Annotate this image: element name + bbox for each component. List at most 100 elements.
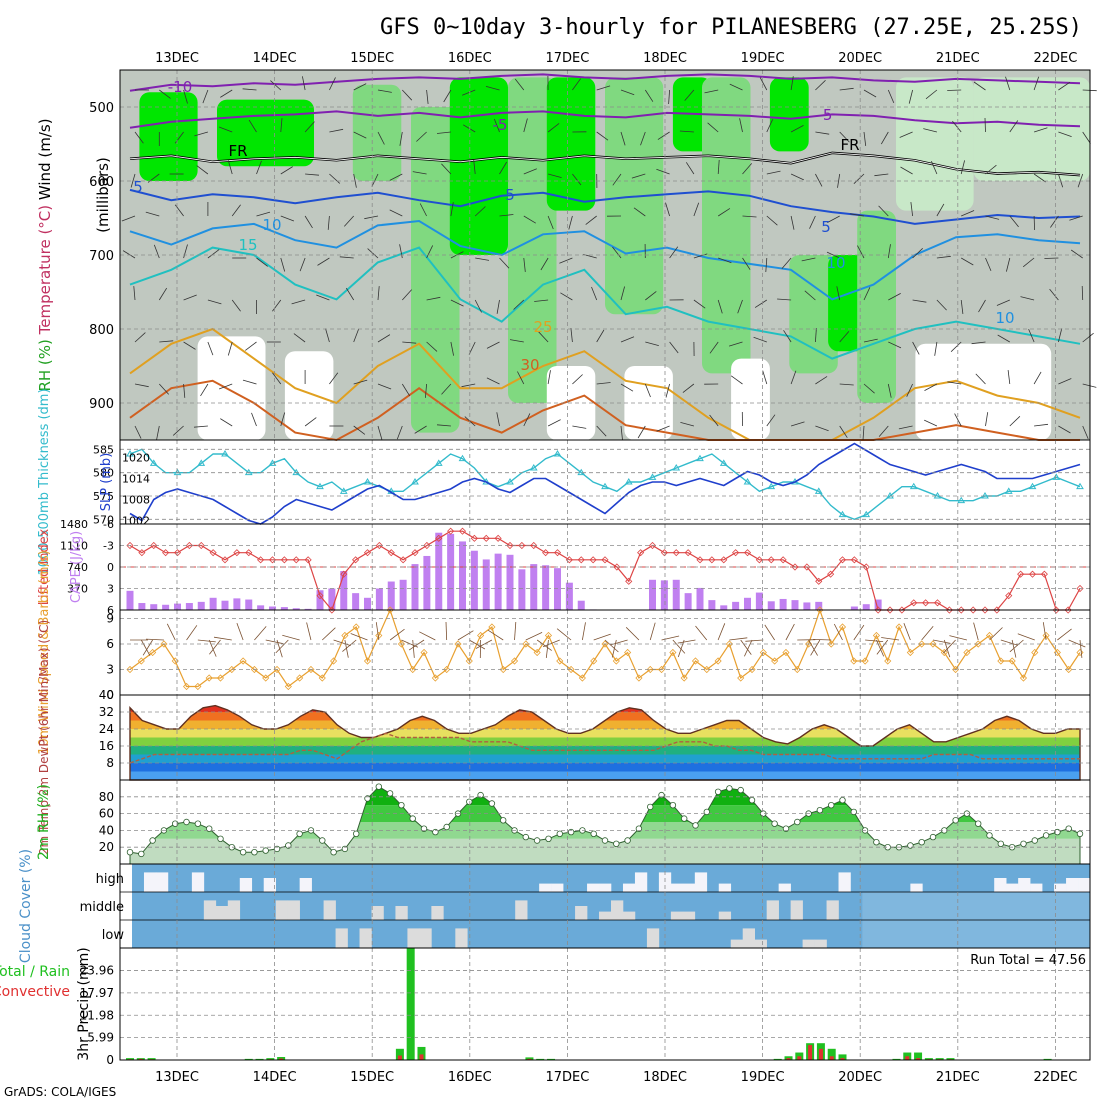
cape-bar — [696, 587, 704, 610]
wind-barb — [426, 245, 434, 259]
date-label-bottom: 20DEC — [838, 1070, 882, 1085]
wind-barb — [402, 89, 413, 101]
contour-label: -10 — [168, 78, 193, 96]
wind10-marker — [657, 665, 666, 674]
wind-barb — [717, 299, 723, 314]
cloud-cell — [263, 878, 276, 892]
wind10-marker — [137, 657, 145, 665]
wind-barb — [850, 213, 865, 217]
wind10-barb — [661, 635, 680, 641]
wind-barb — [874, 173, 889, 177]
lifted-marker — [672, 549, 680, 557]
wind-barb — [801, 257, 816, 262]
wind10-marker — [952, 665, 960, 674]
rh-marker — [262, 847, 269, 854]
thickness-marker — [933, 492, 942, 499]
lifted-marker — [743, 549, 752, 557]
wind10-barb — [876, 639, 885, 657]
wind-barb — [486, 377, 500, 385]
wind10-barb — [625, 627, 640, 641]
wind10-barb — [581, 622, 586, 641]
wind-barb — [547, 123, 560, 133]
wind-barb — [790, 125, 804, 133]
thickness-marker — [601, 482, 609, 490]
wind10-barb — [943, 639, 951, 658]
cape-bar — [732, 601, 740, 610]
wind-barb — [270, 80, 282, 91]
temperature-contour — [129, 327, 1081, 441]
cape-bar — [399, 579, 407, 610]
run-total-annotation: Run Total = 47.56 — [970, 953, 1086, 968]
cloud-cell — [1018, 878, 1031, 892]
thickness-marker — [957, 496, 966, 504]
contour-label: 10 — [995, 309, 1014, 327]
wind10-marker — [1019, 674, 1028, 682]
wind10-marker — [284, 682, 292, 691]
cloud-cell — [323, 900, 336, 920]
y-tick-label: 575 — [93, 490, 114, 503]
wind10-barb — [166, 623, 176, 641]
wind-barb — [620, 425, 623, 440]
y-tick-label: 20 — [99, 840, 114, 854]
wind-barb — [509, 339, 524, 343]
wind10-barb — [457, 630, 474, 641]
wind-barb — [207, 249, 220, 259]
wind-barb — [272, 372, 282, 385]
rh-patch — [769, 77, 809, 152]
rh-marker — [239, 849, 247, 856]
wind-barb — [633, 207, 646, 217]
cloud-cell — [622, 883, 636, 892]
wind-barb — [612, 173, 622, 186]
y-tick-label: 6 — [107, 604, 114, 617]
wind-barb — [1049, 288, 1059, 301]
cloud-cell — [371, 906, 384, 920]
rh-patch — [731, 358, 770, 440]
contour-label: 15 — [238, 236, 257, 254]
cloud-cell — [766, 900, 779, 920]
wind-barb — [1044, 257, 1059, 259]
wind-barb — [790, 76, 794, 91]
wind-barb — [218, 383, 233, 390]
y-tick-label: 3 — [107, 583, 114, 596]
lifted-marker — [518, 541, 526, 550]
wind-barb — [1006, 257, 1011, 272]
rh-marker — [556, 830, 563, 837]
wind-barb — [353, 131, 367, 139]
wind10-marker — [748, 665, 756, 674]
contour-label: FR — [840, 136, 859, 154]
wind-barb — [377, 383, 392, 390]
lifted-marker — [316, 592, 324, 600]
wind-barb — [345, 287, 355, 301]
precip-total-bar — [914, 1052, 923, 1060]
wind10-barb — [306, 622, 312, 641]
wind-barb — [572, 78, 581, 91]
lifted-marker — [910, 599, 918, 607]
wind-barb — [364, 215, 379, 220]
wind10-marker — [906, 648, 914, 657]
lifted-marker — [732, 549, 740, 557]
cloud-cell — [599, 911, 612, 920]
wind10-barb — [475, 639, 493, 649]
cape-bar — [197, 601, 205, 610]
y-tick-label: 585 — [93, 443, 114, 456]
wind-barb — [644, 89, 654, 102]
wind10-barb — [729, 637, 748, 641]
wind-barb — [766, 119, 774, 133]
wind10-marker — [171, 657, 179, 665]
y-tick-label: 40 — [99, 823, 114, 837]
wind10-barb — [649, 622, 656, 641]
cape-bar — [280, 607, 288, 610]
wind-barb — [559, 257, 573, 264]
wind-barb — [193, 425, 208, 428]
wind-barb — [486, 341, 500, 349]
rh-marker — [771, 820, 778, 827]
rh-patch — [789, 255, 838, 374]
cape-bar — [126, 590, 134, 610]
wind-barb — [1082, 425, 1089, 440]
cloud-cell — [431, 906, 444, 920]
y-tick-label-right: 1014 — [122, 473, 150, 486]
wind-barb — [572, 173, 582, 186]
wind-barb — [523, 118, 528, 133]
thickness-marker — [981, 492, 989, 499]
wind10-barb — [833, 623, 843, 641]
